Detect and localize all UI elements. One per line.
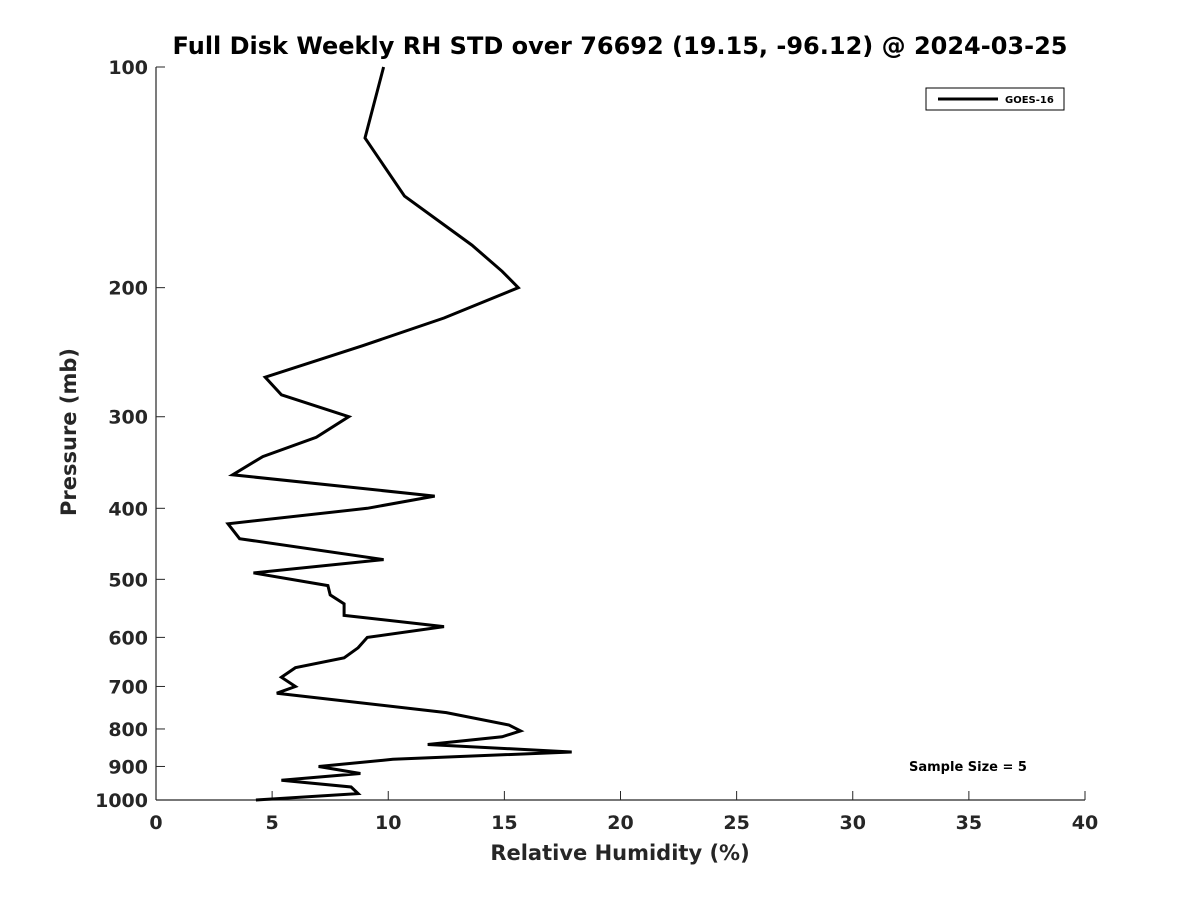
y-tick-label: 300 <box>108 407 148 429</box>
legend-label: GOES-16 <box>1005 95 1054 106</box>
y-tick-label: 500 <box>108 569 148 591</box>
x-tick-label: 30 <box>840 812 866 834</box>
x-tick-label: 20 <box>607 812 633 834</box>
x-tick-label: 35 <box>956 812 982 834</box>
x-axis-label: Relative Humidity (%) <box>490 841 749 865</box>
x-tick-label: 10 <box>375 812 401 834</box>
y-tick-label: 800 <box>108 719 148 741</box>
axes: 0 5 10 15 20 25 30 35 40 100 200 300 400 500 600 700 800… <box>95 57 1098 834</box>
y-tick-label: 1000 <box>95 790 148 812</box>
y-tick-label: 700 <box>108 676 148 698</box>
legend: GOES-16 <box>925 87 1065 111</box>
sample-size-annotation: Sample Size = 5 <box>909 760 1027 775</box>
x-tick-label: 40 <box>1072 812 1098 834</box>
y-tick-label: 900 <box>108 756 148 778</box>
y-tick-label: 100 <box>108 57 148 79</box>
series-line-goes-16 <box>225 66 572 802</box>
y-tick-label: 200 <box>108 278 148 300</box>
chart-title: Full Disk Weekly RH STD over 76692 (19.1… <box>173 32 1068 60</box>
x-tick-label: 15 <box>491 812 517 834</box>
x-tick-label: 5 <box>266 812 279 834</box>
series-layer <box>225 66 572 802</box>
y-axis-label: Pressure (mb) <box>57 348 81 516</box>
x-tick-label: 25 <box>723 812 749 834</box>
x-tick-label: 0 <box>149 812 162 834</box>
y-tick-label: 400 <box>108 498 148 520</box>
y-tick-label: 600 <box>108 627 148 649</box>
